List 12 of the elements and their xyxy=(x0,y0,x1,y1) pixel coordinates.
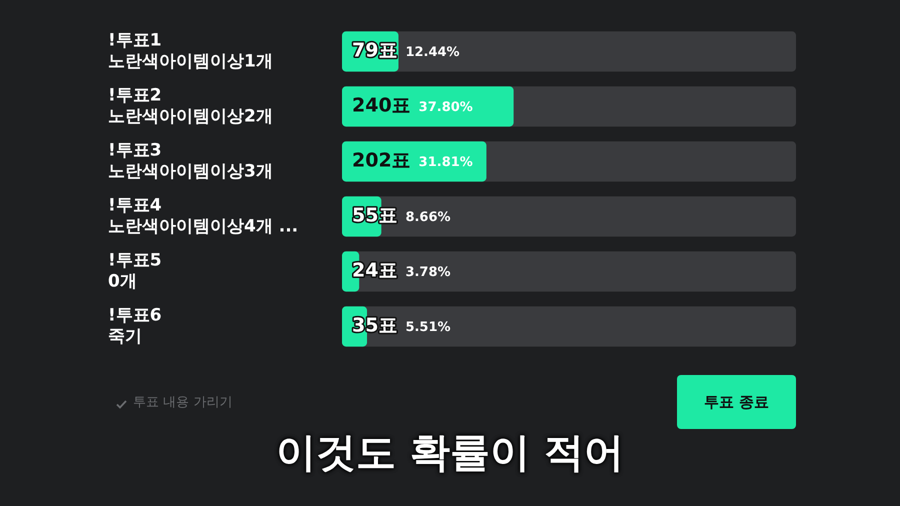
y-tick-label: !투표6 죽기 xyxy=(108,305,162,347)
text: 투표 종료 xyxy=(677,375,796,429)
y-tick-label: !투표4 노란색아이템이상4개 ... xyxy=(108,195,298,237)
data-label: 202표 31.81% xyxy=(352,149,473,172)
text: 투표 내용 가리기 xyxy=(133,394,232,411)
y-tick-label: !투표2 노란색아이템이상2개 xyxy=(108,85,273,127)
y-tick-label: !투표1 노란색아이템이상1개 xyxy=(108,30,273,72)
data-label: 240표 37.80% xyxy=(352,94,473,116)
y-tick-label: !투표3 노란색아이템이상3개 xyxy=(108,140,273,182)
text: 이것도 확률이 적어 xyxy=(275,429,625,478)
data-label: 79표 12.44% xyxy=(352,39,460,62)
y-tick-label: !투표5 0개 xyxy=(108,250,162,292)
